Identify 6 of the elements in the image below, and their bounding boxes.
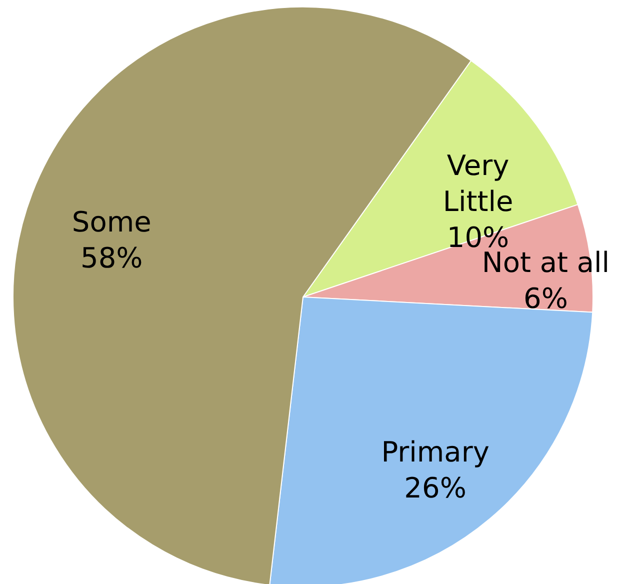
data-label: 26% <box>404 472 466 505</box>
data-label: 6% <box>524 282 568 315</box>
slice-label: Some <box>72 206 152 239</box>
slice-label: Very Little <box>442 149 514 218</box>
data-label: 58% <box>80 242 143 275</box>
slice-label: Primary <box>381 436 490 469</box>
